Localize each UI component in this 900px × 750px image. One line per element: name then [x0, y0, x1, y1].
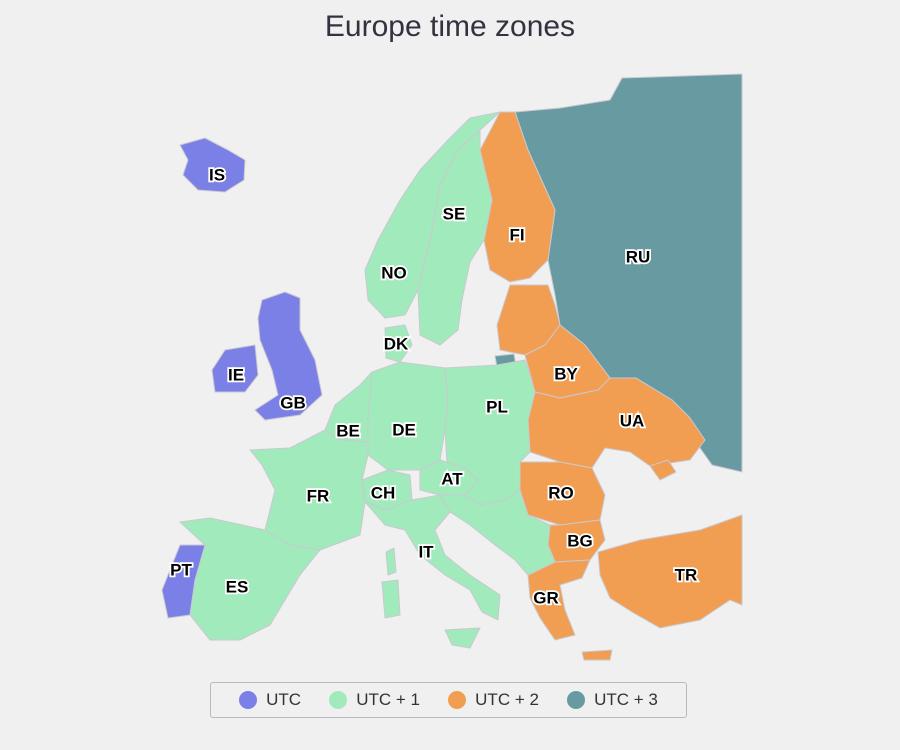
legend-item-utc1[interactable]: UTC + 1	[329, 690, 420, 710]
country-fr-corsica[interactable]	[385, 547, 397, 576]
legend-swatch-utc	[239, 691, 258, 709]
country-it-sicily[interactable]	[444, 627, 481, 649]
label-gb: GB	[280, 394, 306, 413]
label-se: SE	[443, 205, 466, 224]
legend-label-utc: UTC	[266, 690, 302, 709]
label-it: IT	[418, 543, 434, 562]
country-no[interactable]	[364, 111, 501, 319]
country-it[interactable]	[364, 494, 501, 621]
label-fi: FI	[509, 226, 524, 245]
country-it-sardinia[interactable]	[381, 579, 401, 619]
label-ua: UA	[620, 412, 645, 431]
label-es: ES	[226, 578, 249, 597]
country-pt[interactable]	[161, 544, 206, 619]
country-de[interactable]	[364, 361, 449, 471]
legend-label-utc2: UTC + 2	[475, 690, 539, 709]
country-tr[interactable]	[597, 514, 743, 629]
country-ua-crimea[interactable]	[649, 459, 677, 481]
country-is[interactable]	[179, 137, 246, 193]
legend-swatch-utc1	[329, 691, 348, 709]
country-ie[interactable]	[211, 344, 259, 393]
legend-label-utc1: UTC + 1	[356, 690, 421, 709]
label-by: BY	[554, 365, 578, 384]
legend-label-utc3: UTC + 3	[594, 690, 658, 709]
label-ie: IE	[228, 366, 244, 385]
label-gr: GR	[533, 589, 559, 608]
label-ro: RO	[548, 484, 574, 503]
label-no: NO	[381, 264, 407, 283]
country-gr-crete[interactable]	[581, 649, 613, 661]
country-balkans[interactable]	[439, 489, 556, 576]
legend-item-utc[interactable]: UTC	[239, 690, 301, 710]
label-dk: DK	[384, 335, 409, 354]
label-pt: PT	[170, 561, 192, 580]
legend-swatch-utc2	[448, 691, 467, 709]
label-at: AT	[441, 470, 463, 489]
label-fr: FR	[307, 487, 330, 506]
country-dk[interactable]	[384, 324, 413, 363]
label-de: DE	[392, 421, 416, 440]
label-ch: CH	[371, 484, 396, 503]
legend: UTC UTC + 1 UTC + 2 UTC + 3	[210, 682, 687, 718]
country-gr[interactable]	[527, 559, 591, 641]
label-pl: PL	[486, 398, 508, 417]
legend-item-utc3[interactable]: UTC + 3	[567, 690, 658, 710]
legend-item-utc2[interactable]: UTC + 2	[448, 690, 539, 710]
label-bg: BG	[567, 532, 593, 551]
country-gb[interactable]	[254, 291, 323, 421]
label-be: BE	[336, 422, 360, 441]
legend-swatch-utc3	[567, 691, 586, 709]
label-is: IS	[209, 166, 225, 185]
country-ua[interactable]	[527, 377, 706, 469]
label-ru: RU	[626, 248, 651, 267]
map-title: Europe time zones	[324, 10, 576, 43]
label-tr: TR	[675, 566, 698, 585]
country-at[interactable]	[419, 459, 479, 496]
